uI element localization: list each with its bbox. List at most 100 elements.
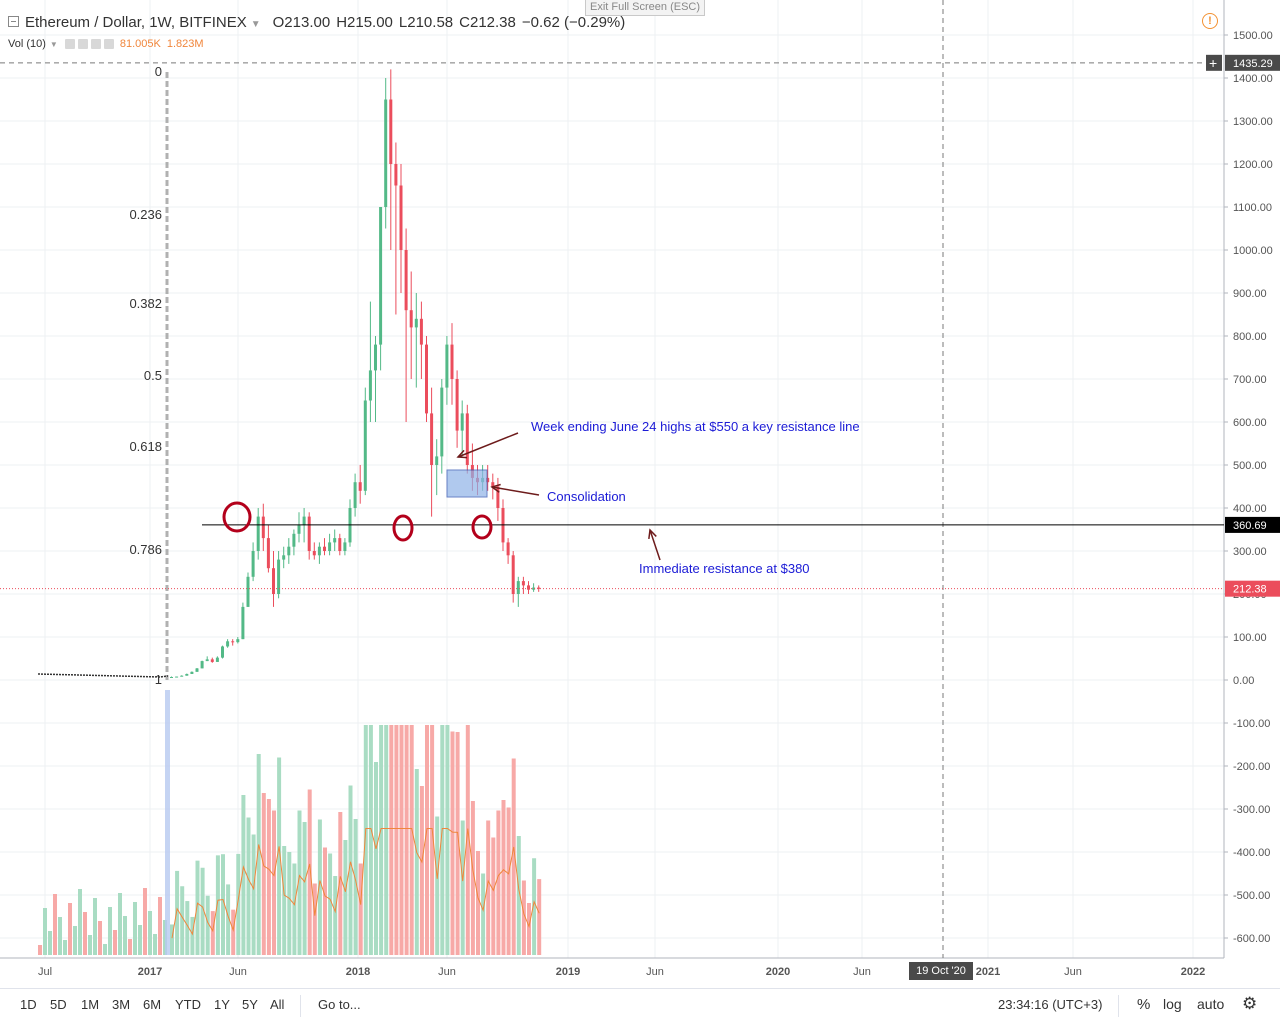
candle-body bbox=[170, 676, 173, 678]
symbol-title[interactable]: Ethereum / Dollar, 1W, BITFINEX bbox=[25, 14, 247, 31]
volume-bar bbox=[287, 852, 292, 955]
volume-bar bbox=[379, 725, 384, 955]
price-axis-label: -200.00 bbox=[1233, 761, 1270, 773]
range-6m[interactable]: 6M bbox=[143, 997, 162, 1012]
price-axis-label: -400.00 bbox=[1233, 847, 1270, 859]
time-axis-label: Jun bbox=[853, 966, 871, 978]
open-value: O213.00 bbox=[272, 14, 331, 31]
price-axis-label: -600.00 bbox=[1233, 933, 1270, 945]
range-5d[interactable]: 5D bbox=[50, 997, 67, 1012]
price-axis-label: 0.00 bbox=[1233, 675, 1254, 687]
crosshair-volume-band bbox=[165, 690, 170, 955]
eye-icon[interactable] bbox=[64, 39, 75, 50]
alert-icon[interactable]: ! bbox=[1202, 13, 1218, 29]
support-circle bbox=[222, 501, 252, 533]
volume-bar bbox=[48, 931, 52, 955]
candle-body bbox=[226, 641, 230, 647]
volume-bar bbox=[261, 793, 266, 955]
volume-bar bbox=[363, 725, 368, 955]
candle-body bbox=[215, 657, 219, 662]
annotation-arrow bbox=[491, 486, 540, 496]
candle-body bbox=[511, 555, 515, 594]
close-icon[interactable] bbox=[103, 39, 114, 50]
candle-body bbox=[409, 310, 413, 328]
clock[interactable]: 23:34:16 (UTC+3) bbox=[998, 997, 1103, 1012]
volume-bar bbox=[231, 909, 236, 955]
volume-bar bbox=[185, 901, 190, 955]
volume-bar bbox=[58, 917, 62, 955]
volume-bar bbox=[414, 769, 419, 955]
candle-body bbox=[389, 99, 393, 164]
candle-body bbox=[312, 551, 316, 556]
range-5y[interactable]: 5Y bbox=[242, 997, 258, 1012]
gear-icon[interactable]: ⚙ bbox=[1242, 994, 1258, 1013]
candle-body bbox=[338, 538, 342, 551]
volume-bar bbox=[123, 916, 127, 955]
add-icon[interactable] bbox=[90, 39, 101, 50]
candle-body bbox=[185, 673, 189, 676]
collapse-icon[interactable] bbox=[8, 16, 19, 27]
candle-body bbox=[221, 646, 224, 658]
volume-bar bbox=[353, 819, 358, 955]
consolidation-box bbox=[446, 469, 488, 498]
range-1m[interactable]: 1M bbox=[81, 997, 100, 1012]
candle-body bbox=[266, 538, 270, 569]
volume-bar bbox=[190, 916, 195, 955]
volume-bar bbox=[43, 908, 47, 955]
volume-bar bbox=[404, 725, 409, 955]
candle-body bbox=[358, 482, 362, 491]
range-1d[interactable]: 1D bbox=[20, 997, 37, 1012]
range-all[interactable]: All bbox=[270, 997, 285, 1012]
range-1y[interactable]: 1Y bbox=[214, 997, 230, 1012]
volume-ma-line bbox=[171, 828, 540, 939]
volume-bar bbox=[148, 911, 152, 955]
volume-bar bbox=[128, 939, 132, 955]
candle-body bbox=[353, 482, 357, 508]
exit-fullscreen-button[interactable]: Exit Full Screen (ESC) bbox=[585, 0, 705, 16]
volume-bar bbox=[221, 854, 225, 955]
volume-bar bbox=[374, 762, 378, 955]
volume-bar bbox=[215, 855, 220, 955]
price-axis-label: 1500.00 bbox=[1233, 30, 1273, 42]
volume-bar bbox=[333, 876, 338, 955]
candle-body bbox=[363, 400, 367, 491]
volume-bar bbox=[256, 754, 261, 955]
volume-bar bbox=[118, 893, 122, 955]
auto-toggle[interactable]: auto bbox=[1197, 996, 1225, 1012]
goto-button[interactable]: Go to... bbox=[318, 997, 361, 1012]
volume-chevron-icon[interactable]: ▼ bbox=[49, 40, 58, 49]
toolbar-divider bbox=[300, 995, 301, 1017]
crosshair-plus-box bbox=[1206, 54, 1222, 71]
time-axis-label: 2021 bbox=[976, 966, 1000, 978]
volume-bar bbox=[430, 725, 435, 955]
volume-bar bbox=[317, 819, 322, 955]
log-toggle[interactable]: log bbox=[1163, 996, 1182, 1012]
price-axis-label: 100.00 bbox=[1233, 632, 1267, 644]
price-axis-label: 1300.00 bbox=[1233, 116, 1273, 128]
candle-body bbox=[292, 533, 296, 547]
volume-bar bbox=[108, 907, 112, 955]
range-ytd[interactable]: YTD bbox=[175, 997, 201, 1012]
time-axis-label: 2022 bbox=[1181, 966, 1205, 978]
volume-bar bbox=[98, 921, 102, 955]
volume-bar bbox=[73, 926, 77, 955]
price-axis-label: 700.00 bbox=[1233, 374, 1267, 386]
volume-bar bbox=[440, 725, 445, 955]
candle-body bbox=[516, 581, 520, 594]
volume-bar bbox=[445, 725, 450, 955]
candle-body bbox=[297, 525, 301, 534]
percent-toggle[interactable]: % bbox=[1137, 996, 1151, 1013]
settings-small-icon[interactable] bbox=[77, 39, 88, 50]
time-axis-label: Jul bbox=[38, 966, 52, 978]
range-3m[interactable]: 3M bbox=[112, 997, 131, 1012]
price-chart[interactable]: 1500.001400.001300.001200.001100.001000.… bbox=[0, 0, 1280, 988]
volume-bar bbox=[282, 846, 287, 955]
candle-body bbox=[465, 413, 469, 465]
candle-body bbox=[323, 546, 326, 551]
candle-body bbox=[445, 344, 449, 388]
price-axis-label: 1400.00 bbox=[1233, 73, 1273, 85]
chevron-down-icon[interactable]: ▼ bbox=[250, 19, 261, 30]
volume-bar bbox=[527, 903, 531, 955]
volume-bar bbox=[312, 883, 317, 955]
volume-label[interactable]: Vol (10) bbox=[8, 38, 46, 50]
